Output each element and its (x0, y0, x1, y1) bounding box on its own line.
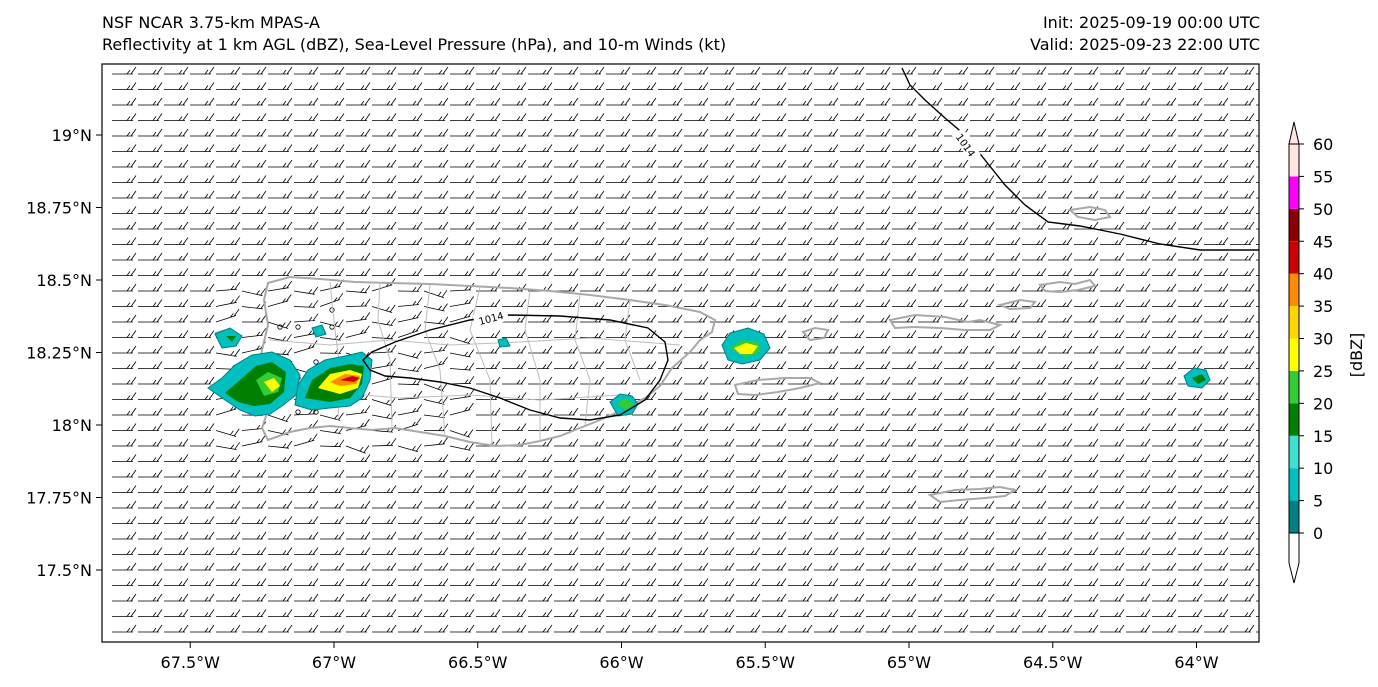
tortola-coastline (1038, 278, 1097, 294)
colorbar-tick-label-45: 45 (1313, 232, 1333, 251)
colorbar-band-45 (1289, 208, 1299, 242)
reflectivity-cell-mona-core (226, 336, 236, 342)
lat-tick-label-5: 17.75°N (26, 489, 92, 508)
calm-wind-marker (329, 307, 335, 313)
title-fields: Reflectivity at 1 km AGL (dBZ), Sea-Leve… (102, 35, 727, 54)
coastlines-layer (214, 205, 1112, 504)
title-model: NSF NCAR 3.75-km MPAS-A (102, 13, 320, 32)
colorbar-tick-label-10: 10 (1313, 459, 1333, 478)
st-john-coastline (996, 298, 1037, 311)
st-thomas-coastline (888, 313, 1003, 331)
reflectivity-colorbar: 0 5 10 15 20 25 30 35 40 45 50 55 60 (1288, 121, 1333, 584)
isobar-1014-pr (362, 314, 669, 421)
calm-wind-marker (313, 359, 319, 365)
reflectivity-cell-west-peak (264, 378, 280, 392)
title-valid-time: Valid: 2025-09-23 22:00 UTC (1029, 35, 1260, 54)
colorbar-tick-label-20: 20 (1313, 394, 1333, 413)
colorbar-band-25 (1289, 338, 1299, 371)
reflectivity-cell-small-2 (497, 337, 511, 348)
isobar-label-bg (472, 306, 510, 330)
isobar-label-bg-2 (951, 127, 981, 162)
colorbar-label: [dBZ] (1347, 333, 1366, 378)
colorbar-tick-label-60: 60 (1313, 135, 1333, 154)
colorbar-band-10 (1289, 435, 1299, 469)
lat-tick-label-4: 18°N (52, 416, 92, 435)
calm-wind-marker (295, 409, 301, 415)
colorbar-band-20 (1289, 370, 1299, 404)
isobars-layer (362, 67, 1259, 421)
lat-tick-label-2: 18.5°N (36, 271, 92, 290)
isobar-1014-north (901, 67, 1259, 251)
colorbar-tick-label-55: 55 (1313, 167, 1333, 186)
anegada-coastline (1067, 205, 1112, 222)
reflectivity-layer (207, 324, 1211, 417)
latitude-axis: 19°N 18.75°N 18.5°N 18.25°N 18°N 17.75°N 17.5°… (26, 126, 102, 580)
lon-tick-label-0: 67.5°W (161, 653, 221, 672)
culebra-coastline (801, 326, 830, 342)
lon-tick-label-3: 66°W (599, 653, 643, 672)
colorbar-tick-label-50: 50 (1313, 200, 1333, 219)
colorbar-band-35 (1289, 273, 1299, 307)
colorbar-tick-label-35: 35 (1313, 297, 1333, 316)
colorbar-tick-label-30: 30 (1313, 330, 1333, 349)
longitude-axis: 67.5°W 67°W 66.5°W 66°W 65.5°W 65°W 64.5°W 64°W (161, 642, 1219, 672)
reflectivity-cell-southeast-core (616, 398, 634, 410)
colorbar-tick-label-40: 40 (1313, 265, 1333, 284)
colorbar-band-40 (1289, 241, 1299, 274)
lon-tick-label-7: 64°W (1174, 653, 1218, 672)
reflectivity-cell-fareast-core (1192, 374, 1206, 384)
lon-tick-label-1: 67°W (312, 653, 356, 672)
lat-tick-label-6: 17.5°N (36, 561, 92, 580)
colorbar-band-0 (1289, 500, 1299, 533)
colorbar-tick-label-5: 5 (1313, 492, 1323, 511)
lat-tick-label-1: 18.75°N (26, 199, 92, 218)
colorbar-band-50 (1289, 176, 1299, 209)
lat-tick-label-3: 18.25°N (26, 344, 92, 363)
reflectivity-cell-east-inner (734, 343, 758, 354)
colorbar-band-30 (1289, 306, 1299, 339)
colorbar-extend-min (1288, 532, 1300, 584)
reflectivity-cell-central-peak (340, 376, 360, 382)
title-init-time: Init: 2025-09-19 00:00 UTC (1042, 13, 1260, 32)
lon-tick-label-2: 66.5°W (448, 653, 508, 672)
st-croix-coastline (927, 485, 1018, 504)
reflectivity-cell-small-1 (311, 324, 327, 338)
vieques-coastline (733, 377, 823, 397)
colorbar-extend-max (1288, 121, 1300, 145)
colorbar-band-5 (1289, 468, 1299, 501)
calm-wind-marker (277, 324, 283, 330)
calm-wind-marker (295, 324, 301, 330)
colorbar-tick-label-25: 25 (1313, 362, 1333, 381)
lon-tick-label-5: 65°W (887, 653, 931, 672)
lon-tick-label-4: 65.5°W (736, 653, 796, 672)
lat-tick-label-0: 19°N (52, 126, 92, 145)
wind-barbs (112, 66, 1259, 633)
colorbar-tick-label-0: 0 (1313, 524, 1323, 543)
colorbar-band-15 (1289, 403, 1299, 436)
colorbar-tick-label-15: 15 (1313, 427, 1333, 446)
lon-tick-label-6: 64.5°W (1023, 653, 1083, 672)
reflectivity-cell-west-core (225, 362, 286, 406)
colorbar-band-55 (1289, 144, 1299, 177)
puerto-rico-coastline (256, 275, 717, 448)
